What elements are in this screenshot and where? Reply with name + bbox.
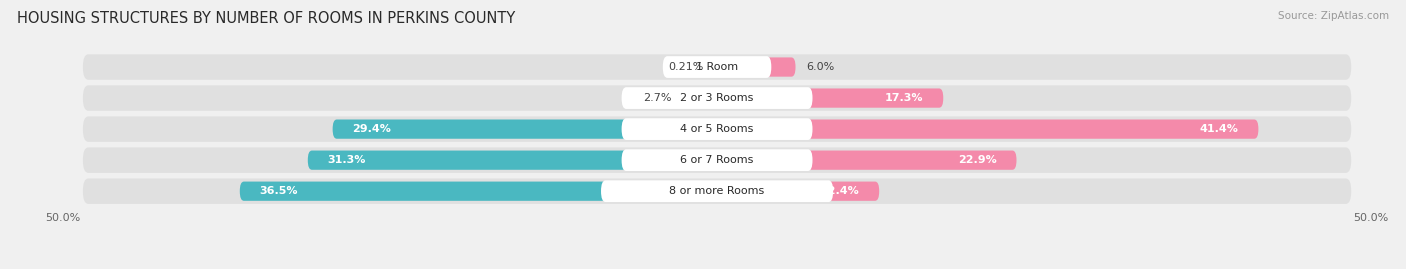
Text: 36.5%: 36.5% — [259, 186, 298, 196]
FancyBboxPatch shape — [682, 89, 717, 108]
Text: 2.7%: 2.7% — [643, 93, 671, 103]
Text: HOUSING STRUCTURES BY NUMBER OF ROOMS IN PERKINS COUNTY: HOUSING STRUCTURES BY NUMBER OF ROOMS IN… — [17, 11, 515, 26]
Text: 41.4%: 41.4% — [1199, 124, 1239, 134]
Text: 29.4%: 29.4% — [353, 124, 391, 134]
Text: 0.21%: 0.21% — [668, 62, 704, 72]
FancyBboxPatch shape — [717, 57, 796, 77]
Text: 12.4%: 12.4% — [821, 186, 859, 196]
Text: 6.0%: 6.0% — [806, 62, 834, 72]
FancyBboxPatch shape — [621, 87, 813, 109]
FancyBboxPatch shape — [333, 119, 717, 139]
FancyBboxPatch shape — [240, 182, 717, 201]
FancyBboxPatch shape — [83, 147, 1351, 173]
Text: 31.3%: 31.3% — [328, 155, 366, 165]
FancyBboxPatch shape — [621, 118, 813, 140]
FancyBboxPatch shape — [717, 89, 943, 108]
FancyBboxPatch shape — [717, 151, 1017, 170]
Text: 22.9%: 22.9% — [957, 155, 997, 165]
FancyBboxPatch shape — [83, 116, 1351, 142]
Text: 17.3%: 17.3% — [886, 93, 924, 103]
Text: 2 or 3 Rooms: 2 or 3 Rooms — [681, 93, 754, 103]
Text: 1 Room: 1 Room — [696, 62, 738, 72]
FancyBboxPatch shape — [621, 149, 813, 171]
FancyBboxPatch shape — [308, 151, 717, 170]
FancyBboxPatch shape — [600, 180, 834, 202]
FancyBboxPatch shape — [83, 85, 1351, 111]
Text: Source: ZipAtlas.com: Source: ZipAtlas.com — [1278, 11, 1389, 21]
FancyBboxPatch shape — [717, 182, 879, 201]
Text: 6 or 7 Rooms: 6 or 7 Rooms — [681, 155, 754, 165]
Text: 8 or more Rooms: 8 or more Rooms — [669, 186, 765, 196]
FancyBboxPatch shape — [662, 56, 772, 78]
Text: 4 or 5 Rooms: 4 or 5 Rooms — [681, 124, 754, 134]
FancyBboxPatch shape — [83, 178, 1351, 204]
FancyBboxPatch shape — [83, 54, 1351, 80]
FancyBboxPatch shape — [714, 57, 717, 77]
FancyBboxPatch shape — [717, 119, 1258, 139]
